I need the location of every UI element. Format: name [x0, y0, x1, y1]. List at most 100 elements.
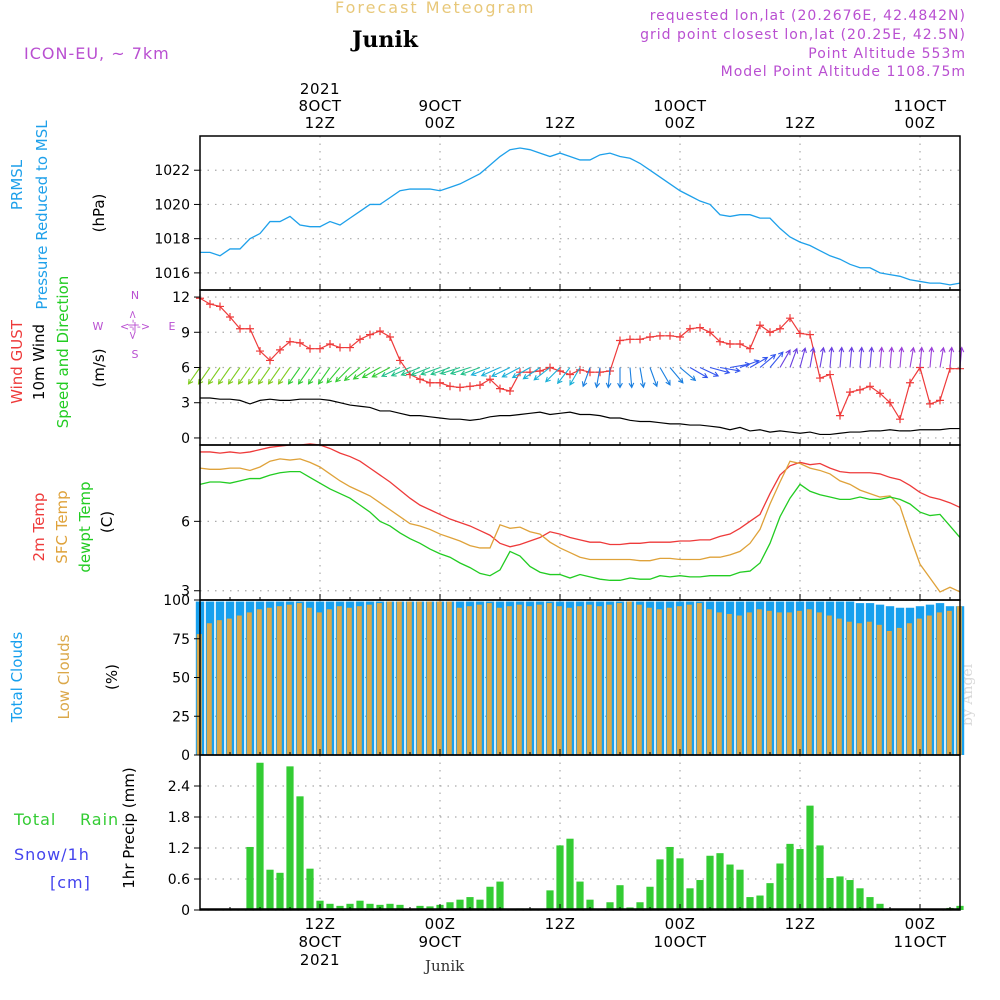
- gust-marker: [876, 389, 884, 398]
- dewpt-label: dewpt Temp: [76, 481, 94, 572]
- wind-direction-arrow: [948, 346, 955, 368]
- low-cloud-bar: [286, 604, 292, 755]
- gust-marker: [586, 368, 594, 377]
- gust-marker: [386, 332, 394, 341]
- low-cloud-bar: [526, 606, 532, 755]
- wind-direction-arrow: [297, 367, 311, 385]
- rain-bar: [736, 869, 744, 910]
- gust-marker: [376, 327, 384, 336]
- y-tick-label: 6: [181, 514, 190, 530]
- rain-bar: [346, 903, 354, 910]
- wind-direction-arrow: [237, 367, 251, 385]
- wind-direction-arrow: [878, 346, 885, 368]
- panel-frame: [199, 754, 961, 911]
- compass-e: E: [169, 320, 176, 333]
- t2m-label: 2m Temp: [30, 493, 48, 562]
- wind-direction-arrow: [449, 366, 471, 376]
- point-altitude: Point Altitude 553m: [808, 46, 966, 62]
- compass-ns-arrow: <-|->: [126, 310, 139, 340]
- rain-bar: [466, 897, 474, 910]
- top-time-label: 2021: [300, 80, 340, 98]
- wind-direction-arrow: [556, 367, 571, 385]
- gust-marker: [366, 330, 374, 339]
- low-cloud-bar: [556, 606, 562, 755]
- gust-marker: [536, 367, 544, 376]
- low-cloud-bar: [716, 612, 722, 755]
- gust-marker: [256, 347, 264, 356]
- rain-bar: [336, 905, 344, 910]
- gust-marker: [486, 375, 494, 384]
- rain-bar: [656, 859, 664, 910]
- low-cloud-bar: [726, 613, 732, 755]
- low-cloud-bar: [786, 612, 792, 755]
- rain-bar: [486, 886, 494, 910]
- wind-direction-arrow: [709, 366, 731, 375]
- low-cloud-bar: [366, 604, 372, 755]
- rain-bar: [616, 885, 624, 910]
- bottom-time-label: 12Z: [785, 915, 816, 933]
- wind-direction-arrow: [511, 367, 531, 379]
- low-cloud-bar: [796, 610, 802, 755]
- wind-line: [200, 397, 960, 436]
- low-cloud-bar: [236, 615, 242, 755]
- gust-marker: [626, 335, 634, 344]
- low-cloud-bar: [516, 604, 522, 755]
- wind-direction-arrow: [430, 366, 451, 376]
- rain-bar: [696, 880, 704, 910]
- y-tick-label: 1.2: [168, 841, 190, 857]
- top-time-label: 00Z: [905, 114, 936, 132]
- rain-bar: [476, 899, 484, 910]
- low-cloud-bar: [856, 623, 862, 755]
- bottom-time-label: 8OCT: [299, 933, 342, 951]
- top-time-label: 12Z: [785, 114, 816, 132]
- pressure-line: [200, 147, 961, 286]
- wind-direction-arrow: [390, 366, 411, 377]
- bottom-time-label: 00Z: [425, 915, 456, 933]
- low-cloud-bar: [446, 601, 452, 755]
- gust-marker: [236, 324, 244, 333]
- gust-marker: [506, 386, 514, 395]
- low-cloud-bar: [576, 606, 582, 755]
- wind-direction-arrow: [918, 346, 925, 368]
- data-layer: [187, 147, 965, 910]
- rain-bar: [636, 902, 644, 910]
- y-tick-label: 25: [172, 709, 190, 725]
- rain-bar: [766, 883, 774, 910]
- rain-bar: [366, 903, 374, 910]
- gust-marker: [356, 335, 364, 344]
- clouds-unit: (%): [103, 664, 121, 690]
- rain-bar: [666, 846, 674, 910]
- sfc-temp-line: [199, 458, 961, 593]
- location-title: Junik: [352, 27, 418, 53]
- wind-direction-arrow: [439, 366, 461, 376]
- rain-bar: [456, 899, 464, 910]
- prmsl-label: PRMSL: [8, 159, 26, 210]
- low-cloud-bar: [816, 612, 822, 755]
- rain-bar: [876, 903, 884, 910]
- wind-direction-arrow: [628, 367, 635, 389]
- gust-marker: [676, 332, 684, 341]
- rain-bar: [646, 886, 654, 910]
- bottom-time-label: 00Z: [665, 915, 696, 933]
- low-cloud-bar: [496, 607, 502, 755]
- low-cloud-bar: [946, 610, 952, 755]
- gust-marker: [456, 383, 464, 392]
- wind-direction-arrow: [317, 367, 331, 385]
- gust-marker: [776, 324, 784, 333]
- low-cloud-bar: [686, 604, 692, 755]
- low-cloud-bar: [866, 621, 872, 755]
- y-tick-label: 75: [172, 632, 190, 648]
- wind-direction-arrow: [605, 367, 612, 389]
- compass-n: N: [131, 289, 139, 302]
- y-tick-label: 1018: [154, 232, 190, 248]
- wind-direction-arrow: [501, 367, 521, 378]
- gust-marker: [446, 382, 454, 391]
- rain-bar: [386, 903, 394, 910]
- low-cloud-bar: [246, 612, 252, 755]
- pressure-unit: (hPa): [90, 194, 108, 233]
- low-cloud-bar: [596, 606, 602, 755]
- gust-line: [199, 297, 960, 421]
- gust-marker: [636, 335, 644, 344]
- wind-label: 10m Wind: [30, 324, 48, 400]
- top-time-label: 12Z: [545, 114, 576, 132]
